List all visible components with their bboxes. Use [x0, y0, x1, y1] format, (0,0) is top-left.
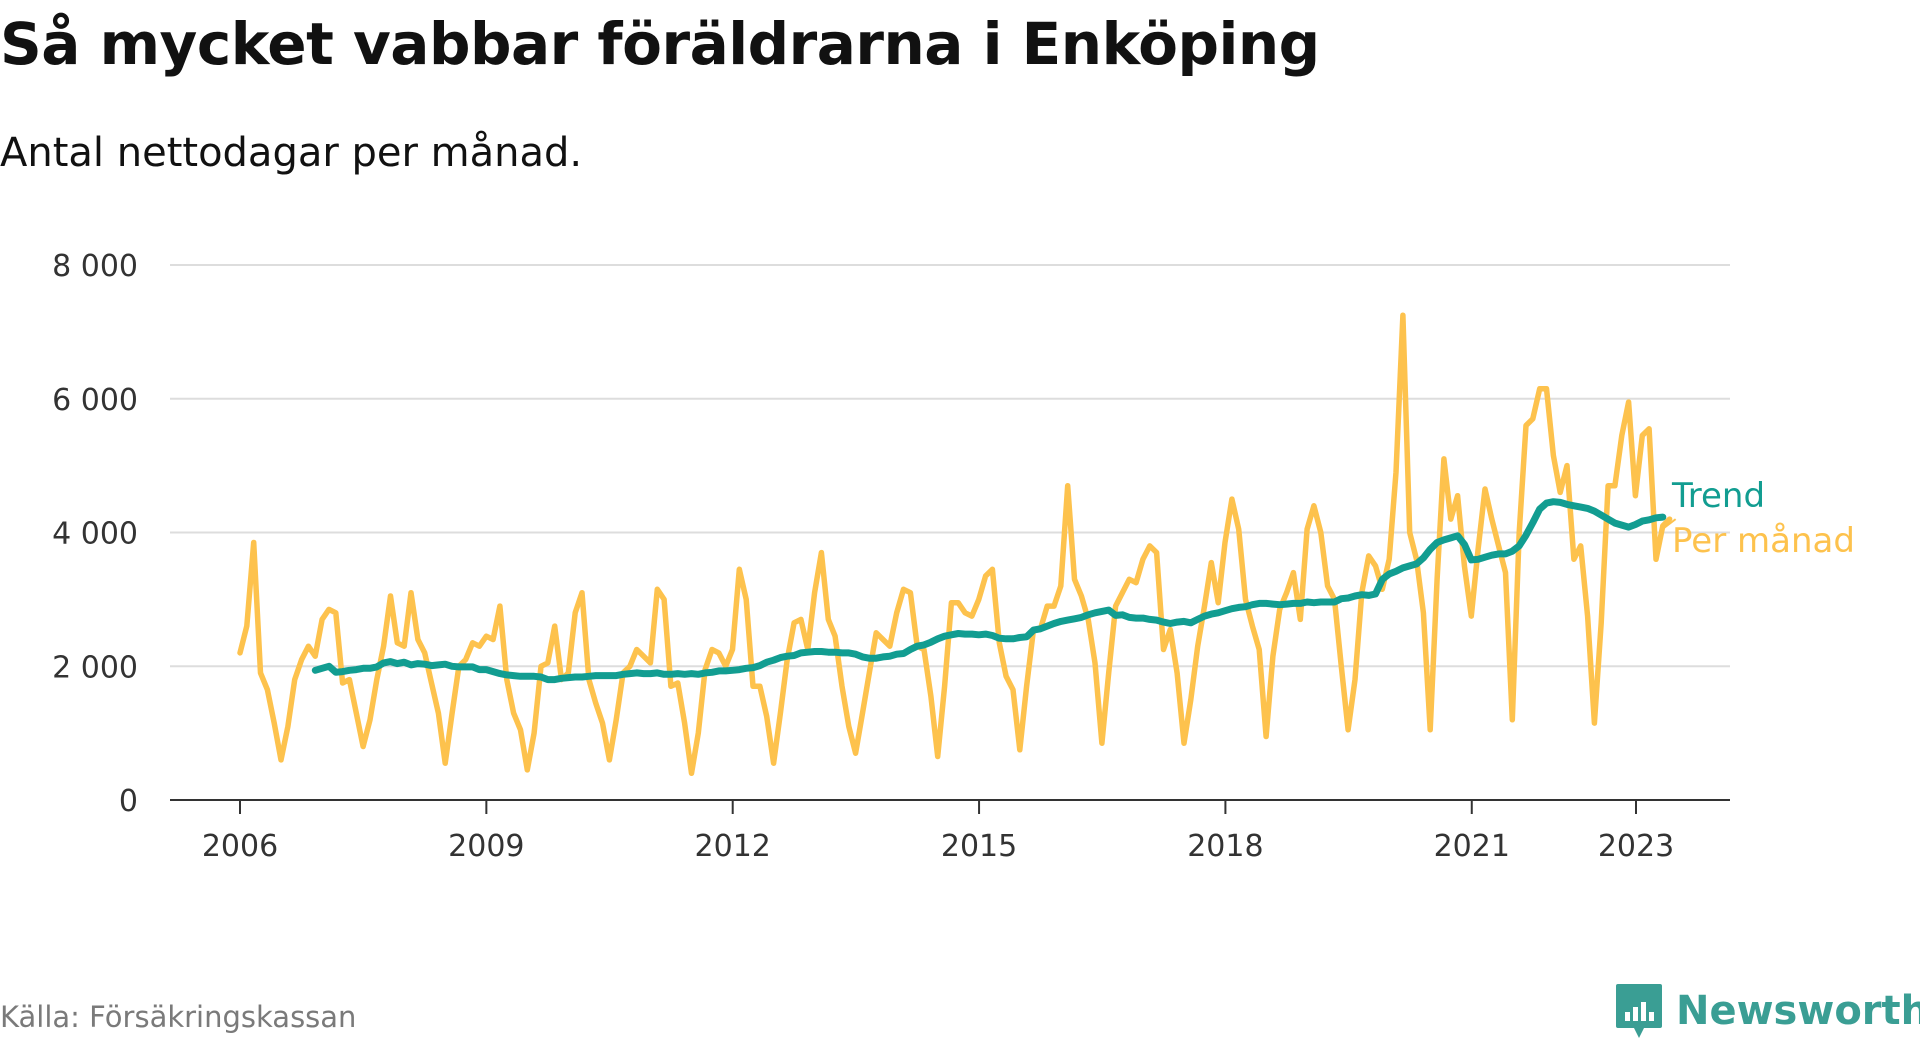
brand-logo[interactable]: Newsworthy [1614, 982, 1920, 1040]
x-tick-label: 2012 [695, 829, 771, 864]
chart-title: Så mycket vabbar föräldrarna i Enköping [0, 10, 1320, 78]
series-label-per-manad: Per månad [1672, 521, 1855, 561]
brand-name: Newsworthy [1676, 988, 1920, 1034]
monthly-line [237, 312, 1673, 777]
source-note: Källa: Försäkringskassan [0, 1000, 357, 1034]
y-tick-label: 2 000 [52, 650, 138, 685]
x-tick-label: 2023 [1598, 829, 1674, 864]
y-tick-label: 8 000 [52, 249, 138, 284]
trend-line [311, 498, 1667, 684]
series-labels: Trend Per månad [1663, 476, 1855, 561]
y-tick-label: 4 000 [52, 517, 138, 552]
series-label-connector [1663, 518, 1677, 529]
x-axis: 2006 2009 2012 2015 2018 2021 2023 [170, 799, 1730, 864]
y-axis-ticks: 0 2 000 4 000 6 000 8 000 [52, 249, 138, 819]
series-label-trend: Trend [1671, 476, 1765, 516]
x-tick-label: 2021 [1434, 829, 1510, 864]
newsworthy-logo-icon [1616, 984, 1662, 1038]
y-tick-label: 0 [119, 784, 138, 819]
x-tick-label: 2018 [1187, 829, 1263, 864]
x-tick-label: 2009 [448, 829, 524, 864]
y-tick-label: 6 000 [52, 383, 138, 418]
series-lines [237, 312, 1673, 777]
x-tick-label: 2006 [202, 829, 278, 864]
x-tick-label: 2015 [941, 829, 1017, 864]
chart-subtitle: Antal nettodagar per månad. [0, 130, 583, 176]
